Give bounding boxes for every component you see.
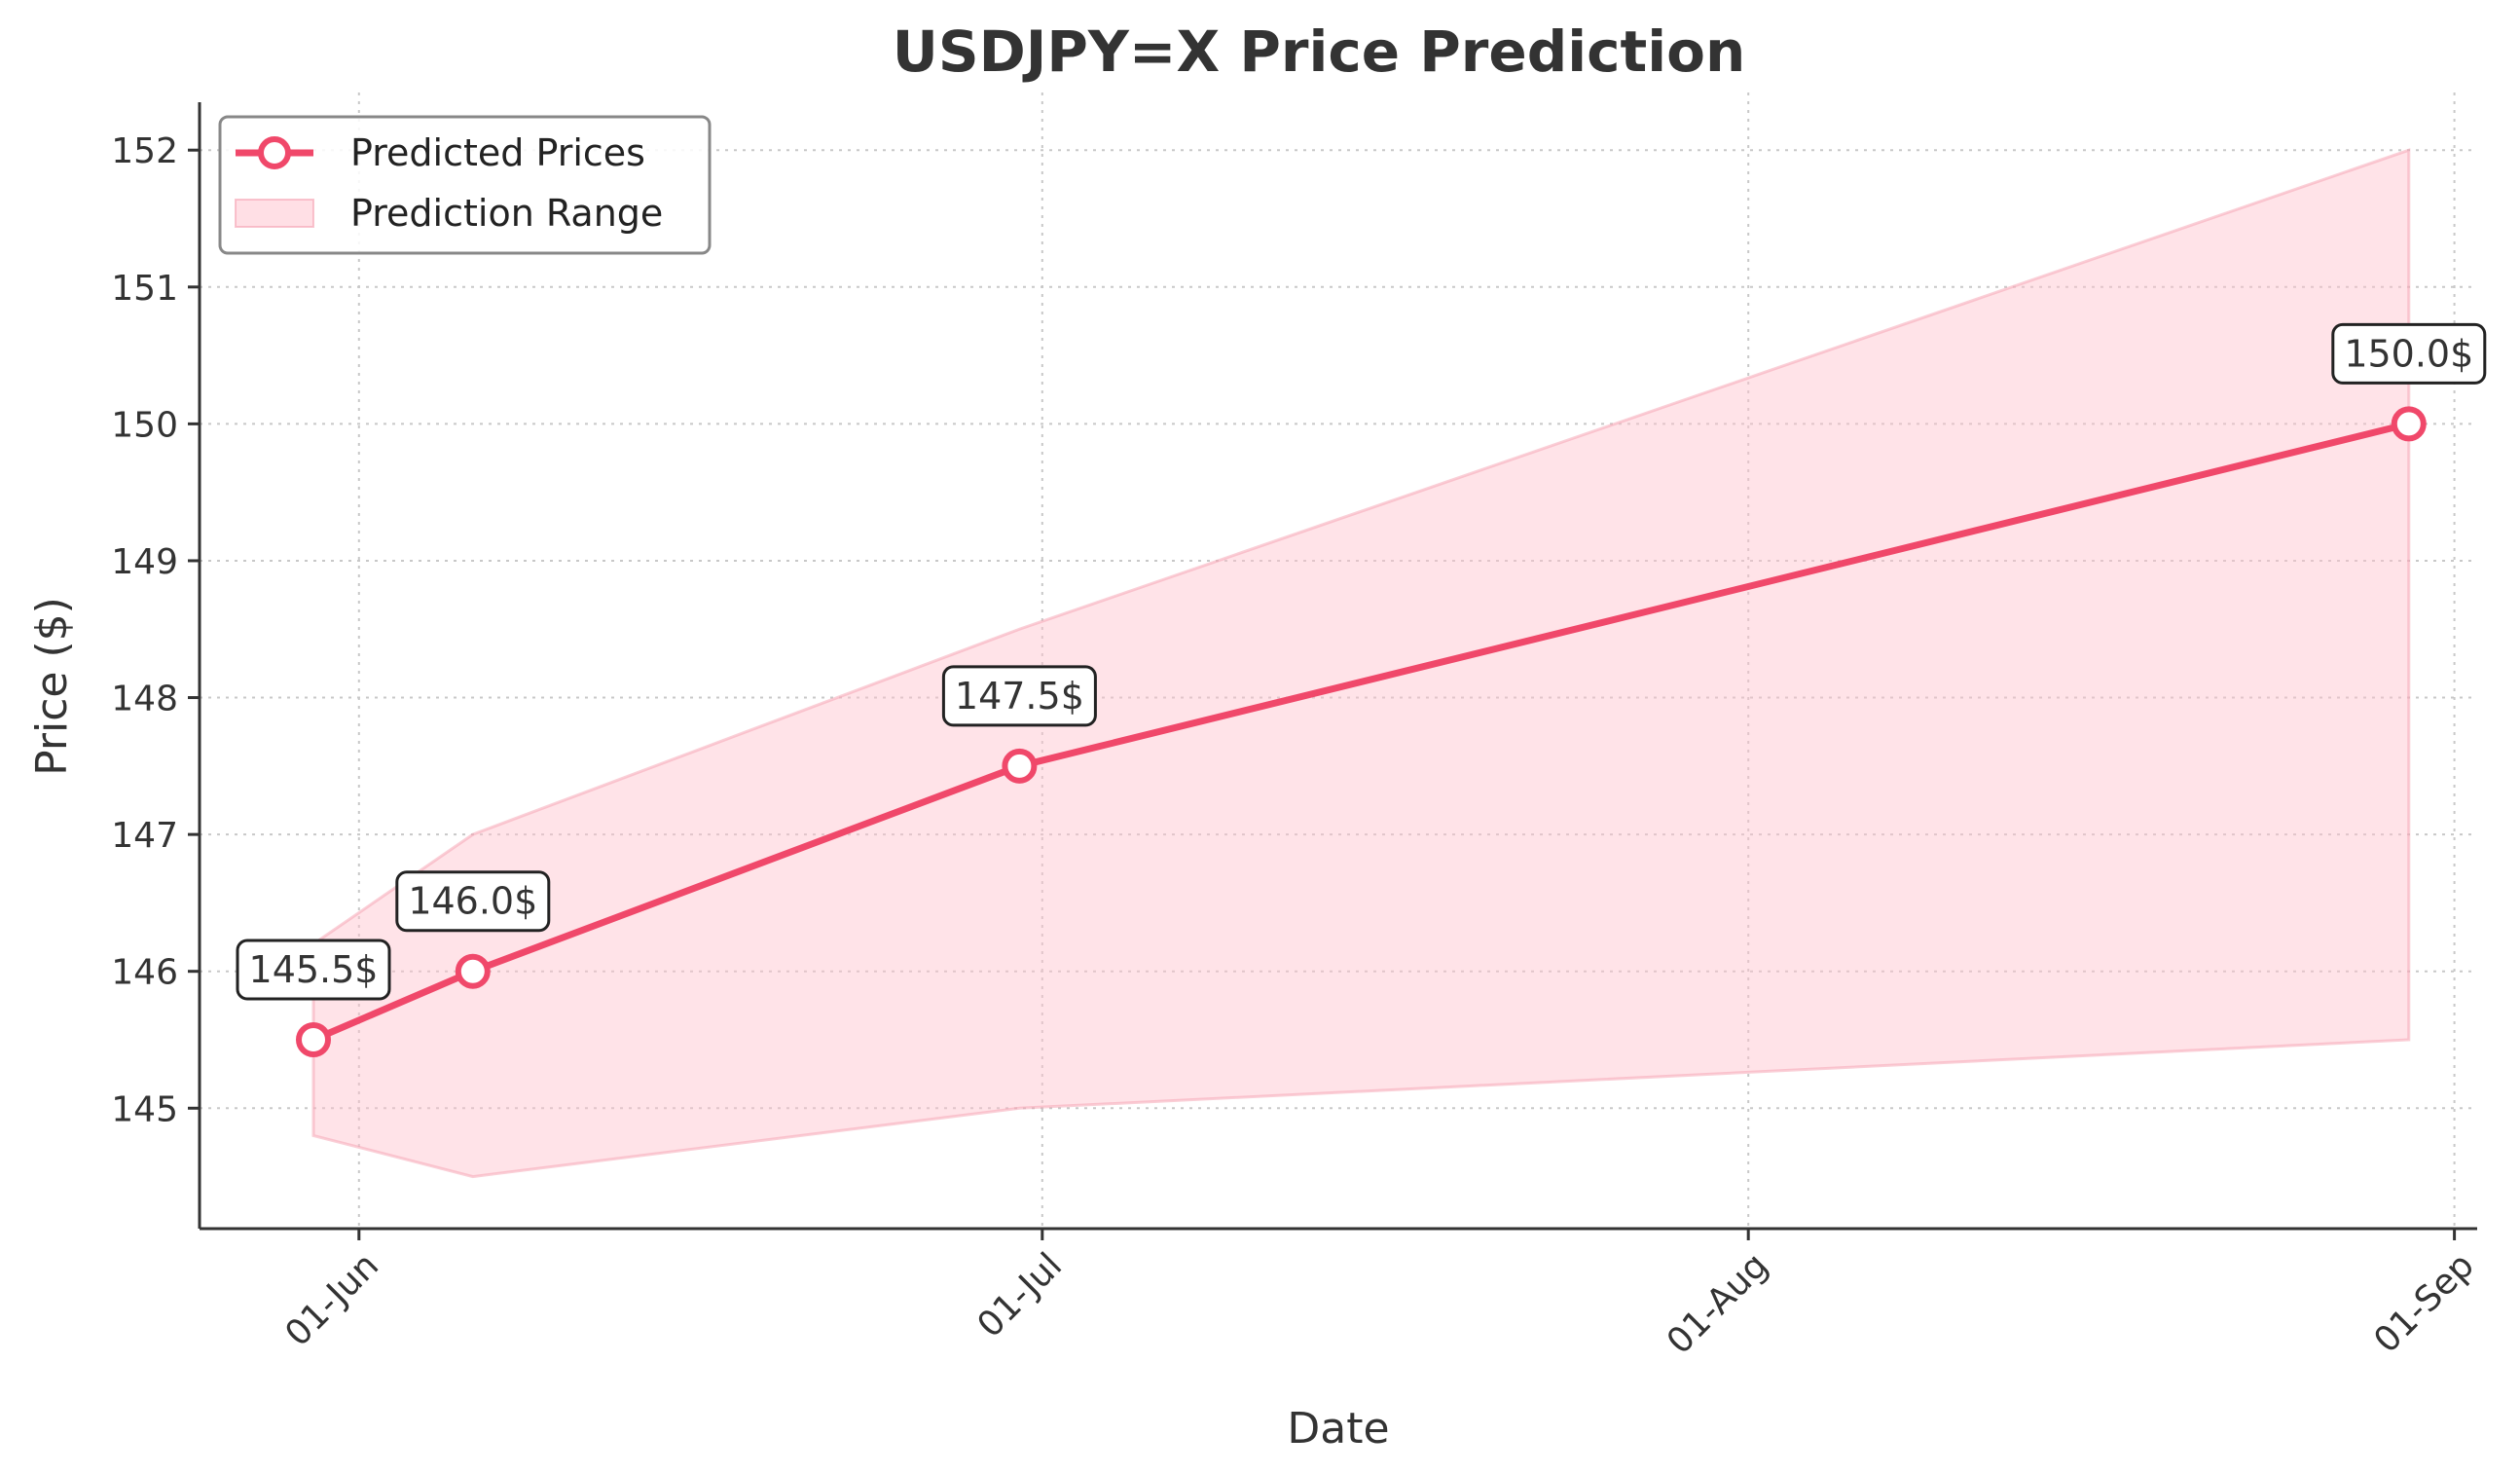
annotations: 145.5$ 146.0$ 147.5$ 150.0$ [236, 322, 2487, 1001]
y-tick-label-5: 150 [111, 405, 178, 445]
legend-label-prediction-range: Prediction Range [350, 192, 663, 235]
y-tick-label-3: 148 [111, 680, 178, 719]
annotation-box-2 [941, 665, 1097, 727]
annotation-label-1: 146.0$ [408, 880, 537, 923]
annotation-label-2: 147.5$ [955, 675, 1084, 718]
prediction-range-band [311, 148, 2411, 1179]
data-point-1 [455, 953, 491, 989]
x-tick-label-1: 01-Jul [969, 1245, 1070, 1345]
annotation-box-1 [395, 870, 551, 933]
annotation-label-0: 145.5$ [249, 948, 379, 991]
prediction-range-area [311, 148, 2411, 1179]
predicted-prices-path [311, 420, 2410, 1044]
data-point-0 [296, 1021, 331, 1057]
data-point-2 [1002, 748, 1038, 784]
legend-area-swatch [235, 199, 314, 228]
legend-marker-swatch [258, 136, 291, 169]
predicted-prices-line [296, 406, 2427, 1057]
data-point-3 [2391, 406, 2427, 442]
y-axis-label: Price ($) [27, 597, 77, 776]
y-tick-label-4: 149 [111, 542, 178, 582]
ticks: 145 146 147 148 149 150 151 152 01-Jun 01-Jul 01-A… [111, 131, 2482, 1362]
y-tick-label-2: 147 [111, 816, 178, 856]
legend: Predicted Prices Prediction Range [218, 115, 712, 255]
x-axis-label: Date [1287, 1404, 1389, 1454]
y-tick-label-1: 146 [111, 953, 178, 993]
annotation-box-3 [2331, 322, 2487, 385]
y-tick-label-6: 151 [111, 269, 178, 309]
y-tick-label-7: 152 [111, 131, 178, 171]
legend-frame [218, 115, 712, 255]
axes [198, 102, 2477, 1231]
legend-label-predicted-prices: Predicted Prices [350, 131, 645, 174]
annotation-box-0 [236, 939, 391, 1001]
x-tick-label-2: 01-Aug [1660, 1245, 1776, 1362]
y-tick-label-0: 145 [111, 1089, 178, 1129]
chart-title: USDJPY=X Price Prediction [893, 18, 1746, 85]
x-tick-label-3: 01-Sep [2366, 1245, 2482, 1361]
annotation-label-3: 150.0$ [2344, 332, 2473, 375]
x-tick-label-0: 01-Jun [277, 1245, 386, 1354]
